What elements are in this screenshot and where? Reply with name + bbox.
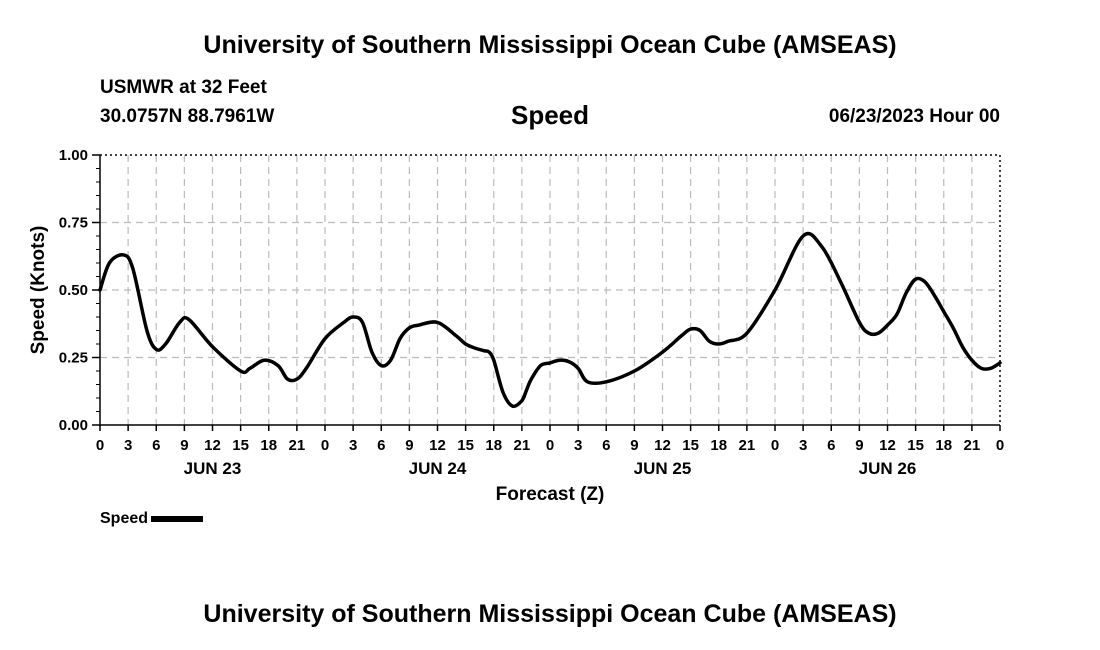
- x-tick-label: 21: [964, 437, 981, 454]
- x-tick-label: 15: [232, 437, 249, 454]
- y-tick-label: 0.00: [59, 417, 88, 434]
- station-coordinates: 30.0757N 88.7961W: [100, 106, 275, 127]
- y-tick-label: 0.25: [59, 350, 88, 367]
- y-tick-label: 1.00: [59, 147, 88, 164]
- x-tick-label: 3: [124, 437, 132, 454]
- x-tick-label: 21: [289, 437, 306, 454]
- chart-title-bottom: University of Southern Mississippi Ocean…: [203, 600, 897, 628]
- x-tick-label: 18: [260, 437, 277, 454]
- x-tick-label: 9: [405, 437, 413, 454]
- x-tick-label: 0: [546, 437, 554, 454]
- x-tick-label: 6: [377, 437, 385, 454]
- x-tick-label: 6: [602, 437, 610, 454]
- x-tick-label: 18: [710, 437, 727, 454]
- x-tick-label: 12: [429, 437, 446, 454]
- forecast-run-time: 06/23/2023 Hour 00: [828, 106, 1000, 127]
- x-tick-label: 0: [996, 437, 1004, 454]
- x-tick-label: 15: [457, 437, 474, 454]
- x-tick-label: 6: [827, 437, 835, 454]
- legend-line-swatch: [151, 516, 204, 522]
- chart-subtitle: Speed: [510, 100, 590, 130]
- x-tick-label: 9: [855, 437, 863, 454]
- x-tick-label: 6: [152, 437, 160, 454]
- chart-title-top: University of Southern Mississippi Ocean…: [203, 31, 897, 59]
- x-tick-label: 15: [682, 437, 699, 454]
- x-tick-label: 0: [321, 437, 329, 454]
- series-line-speed: [98, 231, 1002, 409]
- x-tick-label: 21: [514, 437, 531, 454]
- x-tick-label: 18: [935, 437, 952, 454]
- x-tick-label: 15: [907, 437, 924, 454]
- x-tick-label: 12: [879, 437, 896, 454]
- y-tick-label: 0.75: [59, 215, 88, 232]
- station-name: USMWR at 32 Feet: [100, 77, 267, 98]
- day-label: JUN 25: [634, 459, 692, 478]
- x-tick-label: 0: [96, 437, 104, 454]
- x-tick-label: 0: [771, 437, 779, 454]
- day-label: JUN 26: [859, 459, 917, 478]
- x-tick-label: 3: [799, 437, 807, 454]
- x-axis-title: Forecast (Z): [496, 484, 605, 505]
- day-label: JUN 24: [409, 459, 467, 478]
- x-tick-label: 3: [574, 437, 582, 454]
- x-tick-label: 12: [654, 437, 671, 454]
- x-tick-label: 3: [349, 437, 357, 454]
- legend: Speed: [100, 510, 204, 528]
- x-tick-label: 9: [180, 437, 188, 454]
- x-tick-label: 9: [630, 437, 638, 454]
- day-label: JUN 23: [184, 459, 242, 478]
- x-tick-label: 18: [485, 437, 502, 454]
- y-axis-title: Speed (Knots): [28, 226, 49, 355]
- x-tick-label: 12: [204, 437, 221, 454]
- legend-label: Speed: [100, 510, 149, 527]
- x-tick-label: 21: [739, 437, 756, 454]
- y-tick-label: 0.50: [59, 282, 88, 299]
